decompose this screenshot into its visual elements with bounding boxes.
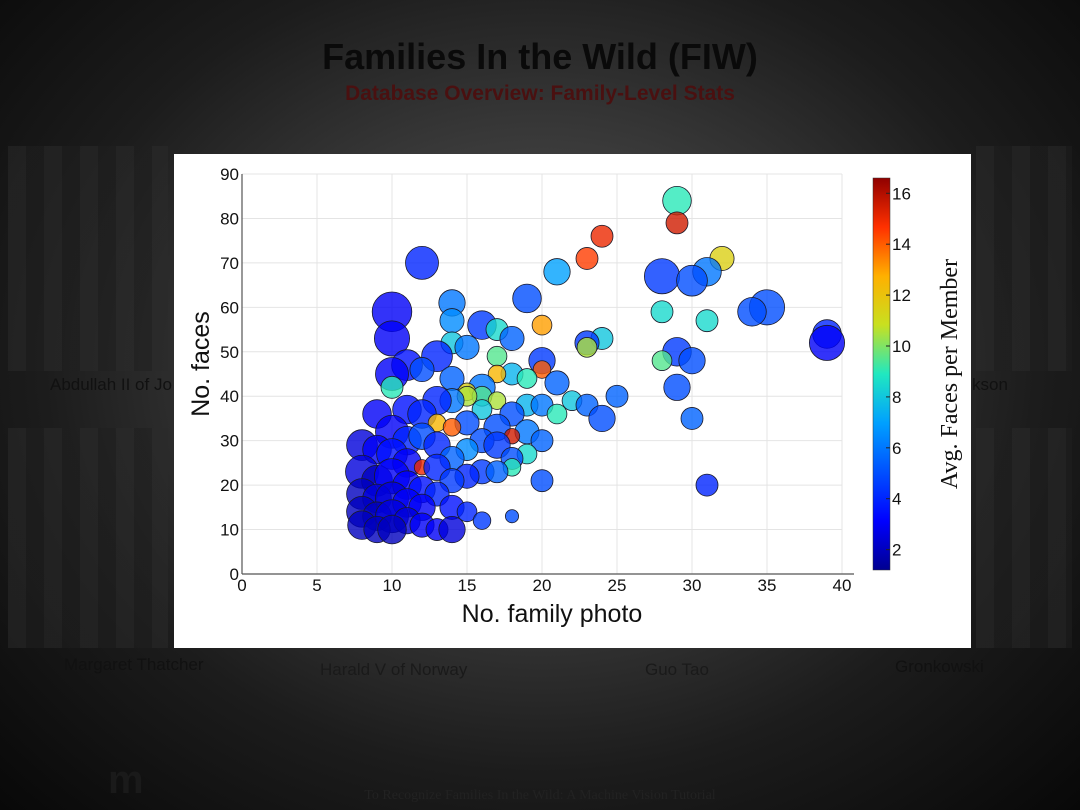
- colorbar-label: Avg. Faces per Member: [937, 259, 963, 489]
- data-point: [409, 357, 435, 383]
- data-point: [544, 370, 570, 396]
- colorbar-tick-label: 8: [892, 388, 901, 407]
- data-point: [665, 211, 689, 235]
- data-point: [680, 407, 704, 430]
- x-tick-label: 5: [312, 576, 321, 595]
- data-point: [532, 360, 552, 379]
- family-photo-tile: [8, 146, 168, 371]
- chart-panel: 0 5 10 15 20 25 30 35 40 0 10 20 30 40 50 60 70 80 90 No. …: [174, 154, 971, 648]
- y-tick-label: 20: [220, 476, 239, 495]
- data-point: [373, 320, 410, 357]
- y-axis-label: No. faces: [187, 311, 215, 417]
- data-point: [499, 325, 525, 351]
- family-photo-tile: [976, 428, 1072, 648]
- photo-caption: Margaret Thatcher: [64, 655, 204, 674]
- data-point: [695, 473, 719, 497]
- x-tick-label: 15: [458, 576, 477, 595]
- colorbar: [872, 177, 891, 571]
- data-point: [530, 469, 554, 493]
- data-point: [486, 345, 508, 367]
- data-point: [575, 247, 599, 270]
- x-tick-label: 20: [533, 576, 552, 595]
- photo-caption: Gronkowski: [895, 657, 984, 676]
- data-point: [678, 347, 706, 375]
- data-point: [380, 375, 404, 399]
- data-point: [487, 391, 507, 410]
- data-point: [663, 373, 691, 401]
- slide-title: Families In the Wild (FIW): [322, 36, 758, 77]
- tick-labels: 0 5 10 15 20 25 30 35 40 0 10 20 30 40 50 60 70 80 90: [220, 165, 851, 595]
- data-point: [576, 337, 598, 358]
- data-point: [512, 283, 542, 314]
- x-axis-label: No. family photo: [462, 600, 643, 628]
- y-tick-label: 90: [220, 165, 239, 184]
- y-tick-label: 40: [220, 387, 239, 406]
- colorbar-tick-label: 6: [892, 439, 901, 458]
- data-point: [454, 334, 480, 360]
- data-point: [651, 350, 673, 371]
- colorbar-tick-label: 16: [892, 184, 911, 203]
- data-point: [405, 245, 439, 280]
- data-point: [543, 258, 571, 286]
- y-tick-label: 0: [230, 565, 239, 584]
- data-point: [676, 264, 708, 297]
- photo-caption: Guo Tao: [645, 660, 709, 679]
- data-point: [590, 224, 614, 248]
- data-point: [643, 258, 680, 295]
- family-photo-tile: [8, 428, 168, 648]
- x-tick-label: 10: [383, 576, 402, 595]
- photo-caption: kson: [972, 375, 1008, 394]
- data-point: [650, 300, 674, 324]
- y-tick-label: 10: [220, 521, 239, 540]
- data-point: [662, 185, 692, 216]
- data-point: [809, 324, 846, 361]
- family-photo-tile: [976, 146, 1072, 371]
- y-tick-label: 60: [220, 298, 239, 317]
- slide-subtitle: Database Overview: Family-Level Stats: [345, 82, 735, 105]
- photo-caption: Harald V of Norway: [320, 660, 468, 679]
- colorbar-tick-label: 4: [892, 490, 901, 509]
- y-tick-label: 50: [220, 343, 239, 362]
- x-tick-label: 25: [608, 576, 627, 595]
- data-point: [530, 429, 554, 453]
- axes: [241, 174, 854, 575]
- y-tick-label: 30: [220, 432, 239, 451]
- data-point: [472, 511, 492, 530]
- data-point: [605, 384, 629, 408]
- bubble-chart: 0 5 10 15 20 25 30 35 40 0 10 20 30 40 50 60 70 80 90 No. …: [187, 165, 963, 628]
- colorbar-tick-label: 12: [892, 286, 911, 305]
- data-point: [456, 501, 478, 523]
- colorbar-tick-label: 10: [892, 337, 911, 356]
- data-point: [439, 308, 465, 334]
- data-point: [516, 368, 538, 389]
- data-point: [471, 399, 493, 420]
- x-tick-label: 30: [683, 576, 702, 595]
- data-point: [737, 297, 767, 327]
- data-point: [377, 514, 407, 545]
- data-point: [546, 403, 568, 425]
- x-tick-label: 40: [833, 576, 852, 595]
- x-tick-label: 35: [758, 576, 777, 595]
- data-point: [438, 515, 466, 544]
- data-point: [531, 314, 553, 336]
- photo-caption: Abdullah II of Jo: [50, 375, 172, 394]
- data-point: [485, 460, 509, 484]
- x-tick-label: 0: [237, 576, 246, 595]
- logo: m: [108, 758, 144, 802]
- colorbar-tick-label: 2: [892, 541, 901, 560]
- slide-footer: To Recognize Families In the Wild: A Mac…: [364, 788, 716, 803]
- y-tick-label: 80: [220, 209, 239, 228]
- data-point: [588, 404, 616, 433]
- data-point: [487, 364, 507, 384]
- data-point: [695, 309, 719, 333]
- colorbar-ticks: 2 4 6 8 10 12 14 16: [886, 184, 911, 560]
- y-tick-label: 70: [220, 254, 239, 273]
- colorbar-tick-label: 14: [892, 235, 911, 254]
- data-point: [442, 418, 462, 437]
- data-points: [345, 185, 846, 545]
- data-point: [504, 509, 519, 524]
